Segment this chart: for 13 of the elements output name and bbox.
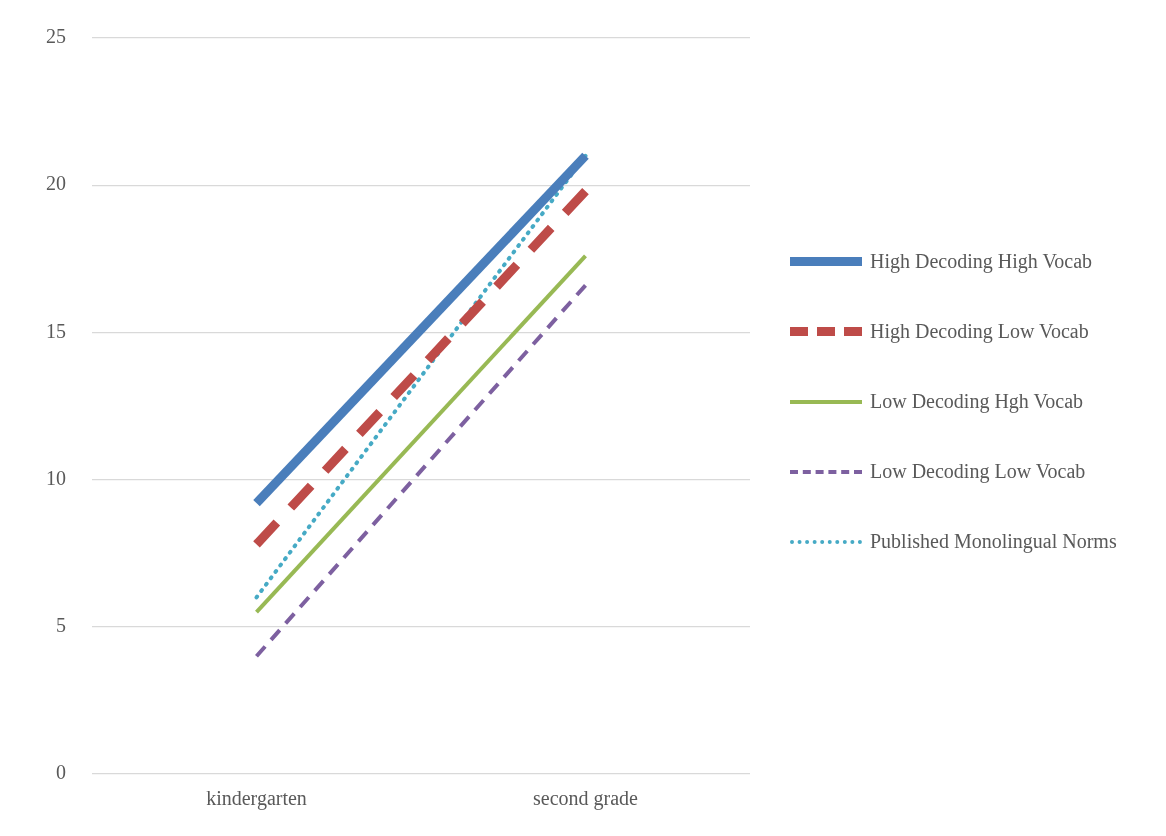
legend-label: Published Monolingual Norms: [870, 529, 1117, 555]
y-tick-label: 0: [56, 761, 66, 784]
legend-label: Low Decoding Low Vocab: [870, 459, 1086, 485]
y-tick-label: 15: [46, 319, 66, 342]
y-tick-label: 5: [56, 614, 66, 637]
y-tick-label: 25: [46, 25, 66, 48]
y-tick-label: 20: [46, 172, 66, 195]
legend-label: Low Decoding Hgh Vocab: [870, 389, 1084, 415]
legend-label: High Decoding High Vocab: [870, 249, 1093, 275]
legend-label: High Decoding Low Vocab: [870, 319, 1089, 345]
x-tick-label: second grade: [533, 787, 639, 811]
y-tick-label: 10: [46, 466, 66, 489]
x-tick-label: kindergarten: [206, 787, 307, 811]
